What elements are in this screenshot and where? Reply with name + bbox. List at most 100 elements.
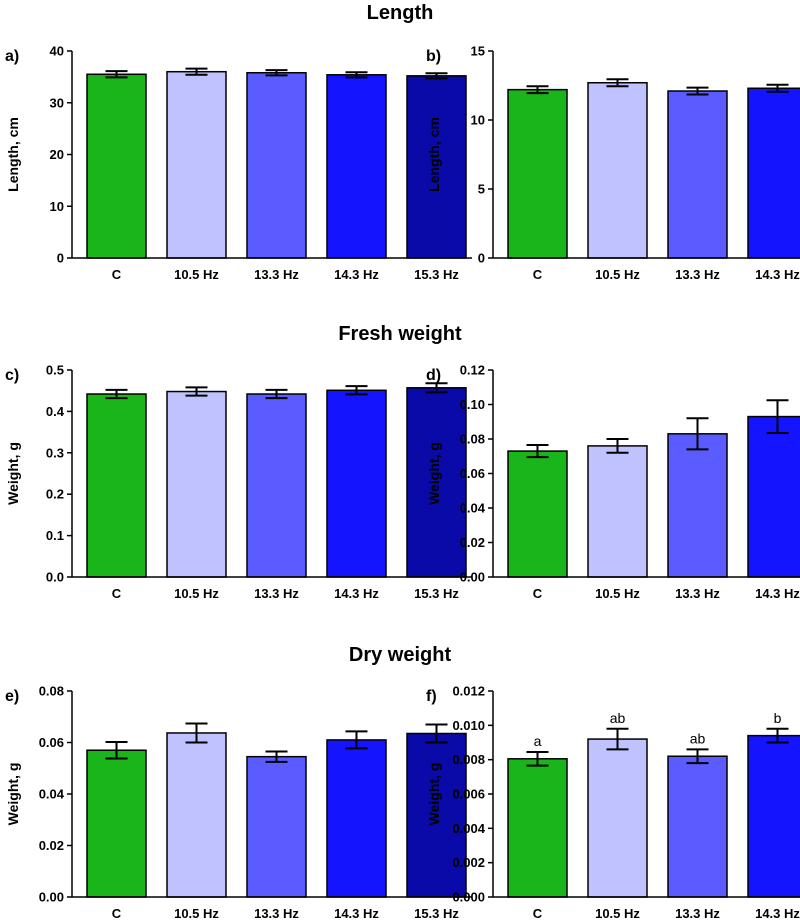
y-tick-label-f-4: 0.008	[452, 752, 485, 767]
x-tick-label-e-2: 13.3 Hz	[254, 906, 299, 921]
bar-c-4	[406, 387, 467, 578]
x-tick-label-a-1: 10.5 Hz	[174, 267, 219, 282]
bar-e-3	[326, 739, 387, 898]
x-tick-label-a-0: C	[112, 267, 122, 282]
y-tick-label-c-3: 0.3	[46, 445, 64, 460]
x-tick-label-d-2: 13.3 Hz	[675, 586, 720, 601]
section-title-dry-weight: Dry weight	[348, 644, 452, 666]
x-tick-label-b-3: 14.3 Hz	[755, 267, 800, 282]
bar-b-0	[507, 88, 568, 259]
bar-b-1	[587, 81, 648, 259]
y-tick-label-a-3: 30	[50, 95, 64, 110]
y-tick-label-c-0: 0.0	[46, 570, 64, 585]
y-axis-label-d: Weight, g	[426, 442, 442, 505]
y-axis-label-c: Weight, g	[5, 442, 21, 505]
x-tick-label-e-4: 15.3 Hz	[414, 906, 459, 921]
bar-a-0	[86, 73, 147, 259]
x-tick-label-f-3: 14.3 Hz	[755, 906, 800, 921]
bar-b-2	[667, 90, 728, 259]
bar-d-1	[587, 445, 648, 578]
y-tick-label-c-2: 0.2	[46, 487, 64, 502]
bar-b-3	[747, 87, 800, 259]
section-title-fresh-weight: Fresh weight	[338, 323, 462, 345]
annotation-f-0: a	[534, 733, 542, 749]
y-tick-label-e-4: 0.08	[39, 684, 64, 699]
panel-label-d: d)	[426, 367, 441, 384]
y-tick-label-b-0: 0	[478, 251, 485, 266]
y-axis-label-f: Weight, g	[426, 763, 442, 826]
x-tick-label-a-3: 14.3 Hz	[334, 267, 379, 282]
y-tick-label-c-4: 0.4	[46, 404, 65, 419]
x-tick-label-e-0: C	[112, 906, 122, 921]
bar-e-1	[166, 732, 227, 898]
y-tick-label-d-3: 0.06	[460, 466, 485, 481]
bar-e-2	[246, 755, 307, 898]
panel-label-b: b)	[426, 48, 441, 65]
x-tick-label-e-3: 14.3 Hz	[334, 906, 379, 921]
bar-d-0	[507, 450, 568, 578]
section-title-length: Length	[366, 2, 434, 24]
annotation-f-1: ab	[610, 710, 626, 726]
x-tick-label-c-4: 15.3 Hz	[414, 586, 459, 601]
bar-a-3	[326, 74, 387, 259]
y-tick-label-a-4: 40	[50, 44, 64, 59]
y-tick-label-b-3: 15	[471, 44, 485, 59]
x-tick-label-b-1: 10.5 Hz	[595, 267, 640, 282]
x-tick-label-e-1: 10.5 Hz	[174, 906, 219, 921]
panel-label-e: e)	[5, 688, 19, 705]
y-axis-label-e: Weight, g	[5, 763, 21, 826]
y-tick-label-e-2: 0.04	[39, 787, 65, 802]
bar-a-2	[246, 71, 307, 259]
y-tick-label-f-5: 0.010	[452, 718, 485, 733]
y-tick-label-d-2: 0.04	[460, 501, 486, 516]
x-tick-label-d-0: C	[533, 586, 543, 601]
x-tick-label-b-0: C	[533, 267, 543, 282]
y-tick-label-d-4: 0.08	[460, 432, 485, 447]
y-tick-label-f-6: 0.012	[452, 684, 485, 699]
y-axis-label-b: Length, cm	[426, 117, 442, 192]
x-tick-label-c-1: 10.5 Hz	[174, 586, 219, 601]
bar-e-4	[406, 732, 467, 898]
y-tick-label-e-1: 0.02	[39, 838, 64, 853]
y-tick-label-f-3: 0.006	[452, 787, 485, 802]
x-tick-label-f-1: 10.5 Hz	[595, 906, 640, 921]
bar-d-2	[667, 433, 728, 578]
bar-c-0	[86, 393, 147, 578]
y-tick-label-d-1: 0.02	[460, 535, 485, 550]
x-tick-label-b-2: 13.3 Hz	[675, 267, 720, 282]
x-tick-label-c-0: C	[112, 586, 122, 601]
x-tick-label-d-1: 10.5 Hz	[595, 586, 640, 601]
bar-e-0	[86, 749, 147, 898]
bar-f-3	[747, 734, 800, 898]
bar-f-2	[667, 755, 728, 898]
y-tick-label-f-0: 0.000	[452, 890, 485, 905]
x-tick-label-a-2: 13.3 Hz	[254, 267, 299, 282]
x-tick-label-f-0: C	[533, 906, 543, 921]
y-tick-label-b-1: 5	[478, 182, 485, 197]
x-tick-label-c-3: 14.3 Hz	[334, 586, 379, 601]
y-tick-label-d-5: 0.10	[460, 397, 485, 412]
panel-label-c: c)	[5, 367, 19, 384]
y-tick-label-a-0: 0	[57, 251, 64, 266]
bar-c-3	[326, 389, 387, 578]
annotation-f-2: ab	[690, 730, 706, 746]
y-tick-label-c-5: 0.5	[46, 363, 64, 378]
y-tick-label-f-2: 0.004	[452, 821, 485, 836]
y-tick-label-d-6: 0.12	[460, 363, 485, 378]
bar-c-2	[246, 393, 307, 578]
panel-label-f: f)	[426, 688, 437, 705]
panel-label-a: a)	[5, 48, 19, 65]
x-tick-label-a-4: 15.3 Hz	[414, 267, 459, 282]
y-tick-label-c-1: 0.1	[46, 528, 64, 543]
bar-a-1	[166, 70, 227, 259]
y-tick-label-a-1: 10	[50, 199, 64, 214]
annotation-f-3: b	[774, 710, 782, 726]
y-tick-label-a-2: 20	[50, 147, 64, 162]
y-axis-label-a: Length, cm	[5, 117, 21, 192]
bar-c-1	[166, 390, 227, 578]
y-tick-label-d-0: 0.00	[460, 570, 485, 585]
x-tick-label-f-2: 13.3 Hz	[675, 906, 720, 921]
bar-f-0	[507, 758, 568, 898]
